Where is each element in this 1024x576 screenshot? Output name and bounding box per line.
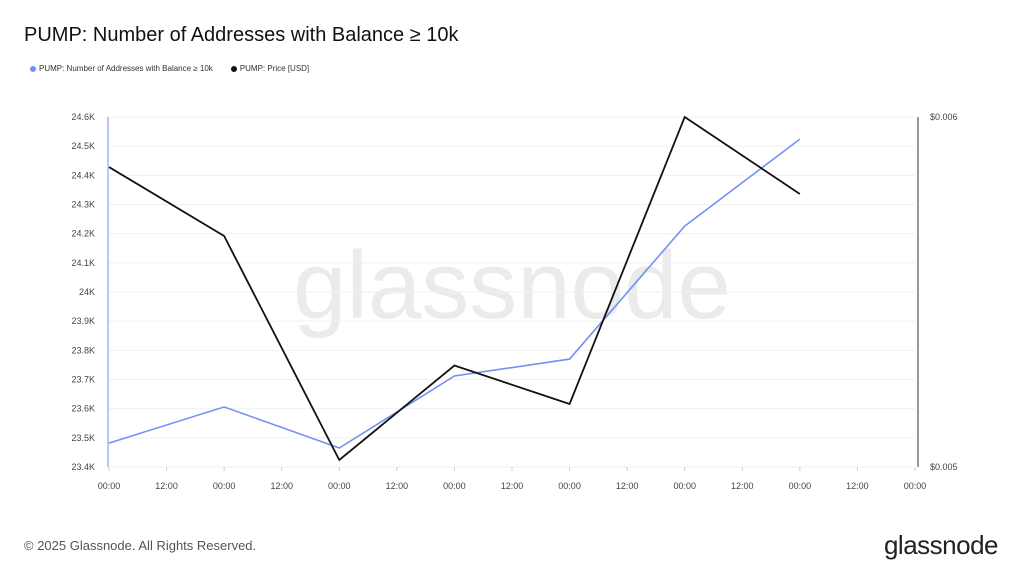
y-tick-label: 24.1K [71,258,95,268]
y-tick-label: 23.4K [71,462,95,472]
y-tick-label: 24K [79,287,95,297]
series-line-price [108,115,801,462]
x-tick-label: 00:00 [98,481,121,491]
x-tick-label: 00:00 [904,481,927,491]
y-tick-label: 24.6K [71,112,95,122]
y-tick-label: 24.5K [71,141,95,151]
y-right-tick-label: $0.006 [930,112,958,122]
glassnode-logo: glassnode [883,530,999,560]
legend-dot [230,65,237,72]
x-tick-label: 12:00 [616,481,639,491]
y-tick-label: 24.2K [71,229,95,239]
y-tick-label: 23.7K [71,375,95,385]
x-tick-label: 00:00 [673,481,696,491]
series-line-addresses [108,138,801,449]
x-tick-label: 00:00 [328,481,351,491]
legend-item-price[interactable]: PUMP: Price [USD] [230,64,309,73]
x-tick-label: 12:00 [155,481,178,491]
y-tick-label: 24.4K [71,170,95,180]
x-tick-label: 12:00 [386,481,409,491]
y-tick-label: 23.5K [71,433,95,443]
x-tick-label: 12:00 [270,481,293,491]
x-tick-label: 00:00 [213,481,236,491]
legend-item-addresses[interactable]: PUMP: Number of Addresses with Balance ≥… [30,64,213,73]
legend: PUMP: Number of Addresses with Balance ≥… [30,64,309,73]
y-tick-label: 23.9K [71,316,95,326]
x-tick-label: 00:00 [558,481,581,491]
copyright: © 2025 Glassnode. All Rights Reserved. [24,538,257,553]
x-tick-label: 00:00 [443,481,466,491]
legend-dot [30,65,36,72]
x-tick-label: 12:00 [731,481,754,491]
y-tick-label: 24.3K [71,200,95,210]
y-tick-label: 23.8K [71,345,95,355]
x-tick-label: 12:00 [501,481,524,491]
y-right-tick-label: $0.005 [930,462,958,472]
x-tick-label: 00:00 [789,481,812,491]
chart-title: PUMP: Number of Addresses with Balance ≥… [24,24,459,46]
y-tick-label: 23.6K [71,404,95,414]
x-tick-label: 12:00 [846,481,869,491]
